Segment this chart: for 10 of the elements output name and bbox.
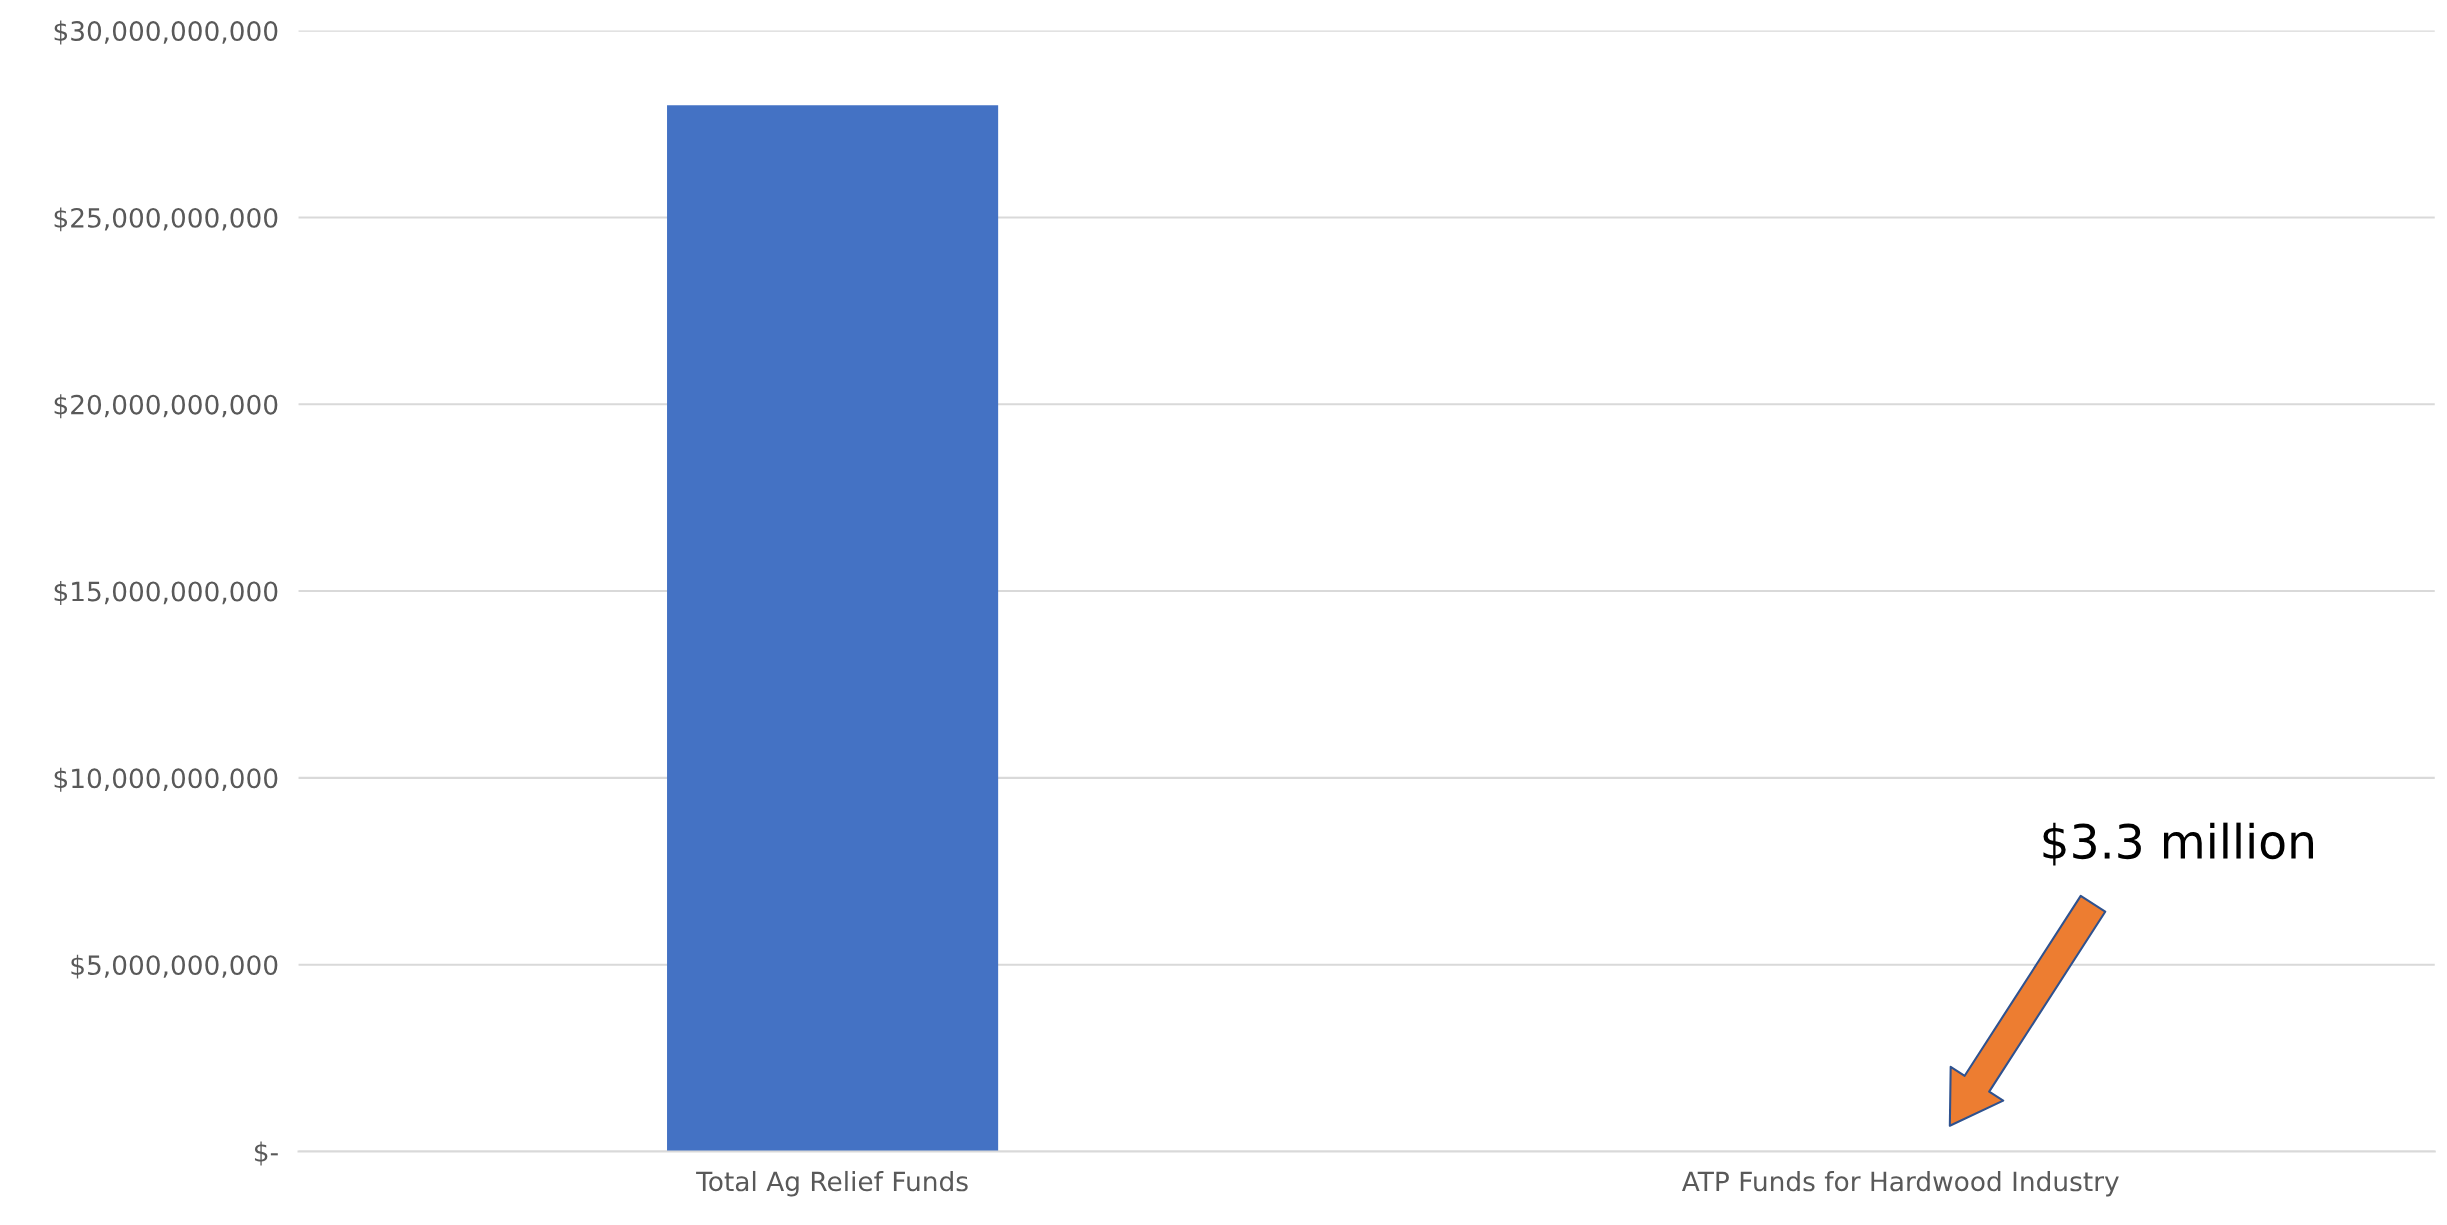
annotation: $3.3 million <box>2043 822 2314 866</box>
y-tick-label: $- <box>254 1141 278 1166</box>
y-tick-label: $10,000,000,000 <box>54 767 278 792</box>
x-tick-label: Total Ag Relief Funds <box>696 1170 968 1197</box>
y-tick-label: $5,000,000,000 <box>71 954 278 979</box>
y-tick-label: $30,000,000,000 <box>54 20 278 45</box>
y-tick-label: $25,000,000,000 <box>54 207 278 232</box>
y-tick-label: $20,000,000,000 <box>54 394 278 419</box>
x-tick-label: ATP Funds for Hardwood Industry <box>1681 1170 2119 1197</box>
y-tick-label: $15,000,000,000 <box>54 581 278 605</box>
